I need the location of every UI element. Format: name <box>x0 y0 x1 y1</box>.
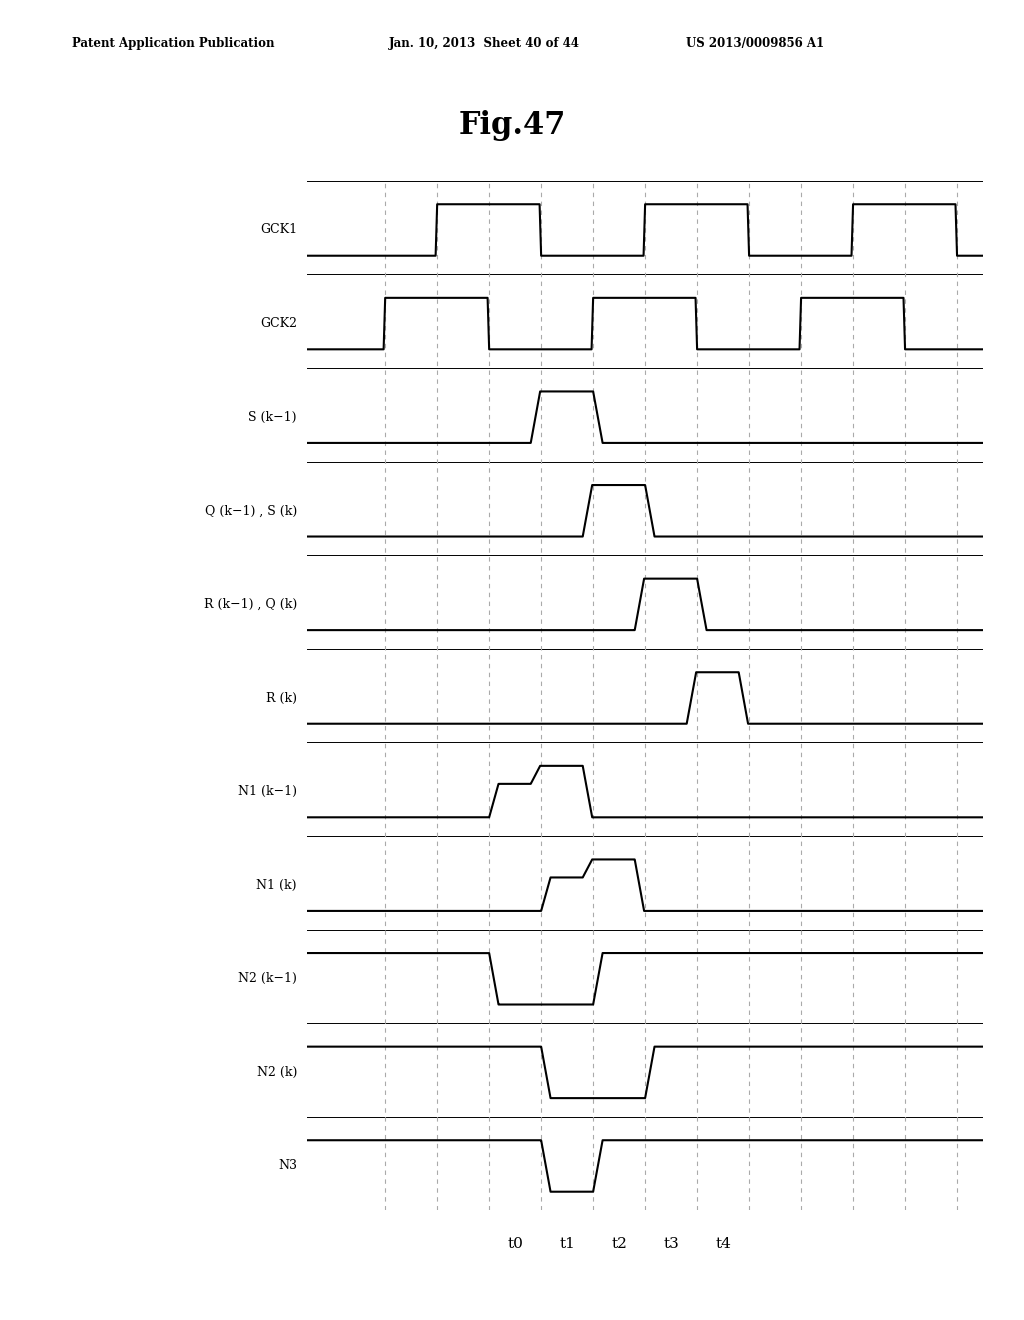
Text: N1 (k−1): N1 (k−1) <box>238 785 297 799</box>
Text: N2 (k): N2 (k) <box>257 1065 297 1078</box>
Text: N1 (k): N1 (k) <box>256 879 297 892</box>
Text: t0: t0 <box>507 1237 523 1250</box>
Text: Fig.47: Fig.47 <box>459 110 565 141</box>
Text: t4: t4 <box>715 1237 731 1250</box>
Text: Jan. 10, 2013  Sheet 40 of 44: Jan. 10, 2013 Sheet 40 of 44 <box>389 37 581 50</box>
Text: t3: t3 <box>664 1237 679 1250</box>
Text: N2 (k−1): N2 (k−1) <box>239 973 297 985</box>
Text: Q (k−1) , S (k): Q (k−1) , S (k) <box>205 504 297 517</box>
Text: Patent Application Publication: Patent Application Publication <box>72 37 274 50</box>
Text: GCK2: GCK2 <box>260 317 297 330</box>
Text: S (k−1): S (k−1) <box>249 411 297 424</box>
Text: t2: t2 <box>611 1237 627 1250</box>
Text: R (k): R (k) <box>266 692 297 705</box>
Text: US 2013/0009856 A1: US 2013/0009856 A1 <box>686 37 824 50</box>
Text: N3: N3 <box>278 1159 297 1172</box>
Text: R (k−1) , Q (k): R (k−1) , Q (k) <box>204 598 297 611</box>
Text: GCK1: GCK1 <box>260 223 297 236</box>
Text: t1: t1 <box>559 1237 575 1250</box>
